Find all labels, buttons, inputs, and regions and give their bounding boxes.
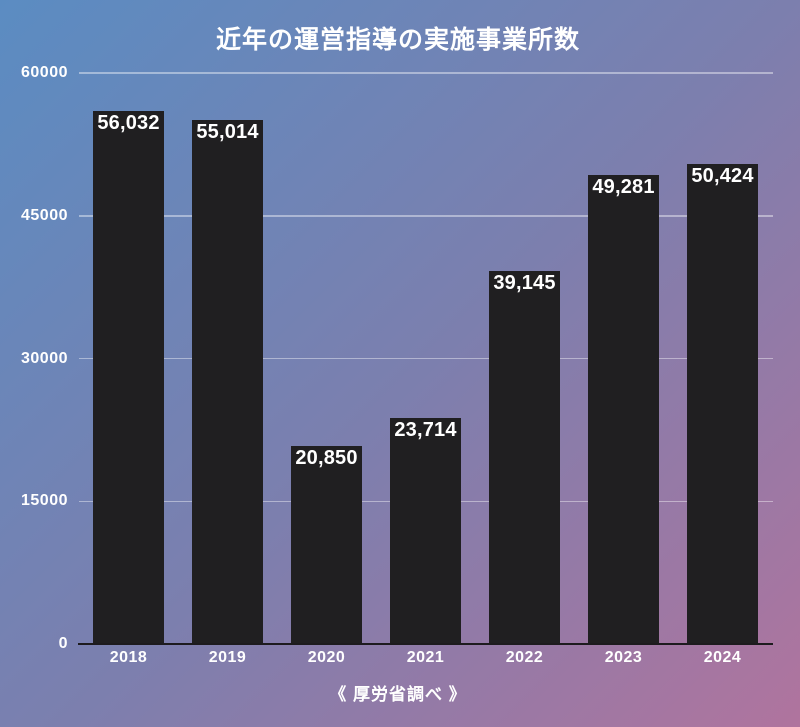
bar-2024: 50,424 bbox=[687, 164, 758, 644]
x-axis-label-2024: 2024 bbox=[703, 649, 742, 666]
bar-value-label-2024: 50,424 bbox=[691, 165, 754, 188]
y-axis-label-15000: 15000 bbox=[21, 492, 68, 510]
y-axis-label-60000: 60000 bbox=[21, 64, 68, 81]
y-axis-label-30000: 30000 bbox=[21, 349, 68, 367]
x-axis-label-2020: 2020 bbox=[307, 649, 346, 666]
bar-2018: 56,032 bbox=[93, 110, 164, 644]
x-axis-label-2023: 2023 bbox=[604, 649, 643, 666]
y-axis-label-45000: 45000 bbox=[21, 206, 68, 224]
source-caption: 《 厚労省調べ 》 bbox=[329, 685, 467, 704]
bar-2022: 39,145 bbox=[489, 271, 560, 644]
bar-2023: 49,281 bbox=[588, 175, 659, 644]
bar-2021: 23,714 bbox=[390, 418, 461, 644]
bar-value-label-2019: 55,014 bbox=[196, 121, 259, 144]
gridline-30000 bbox=[79, 357, 773, 360]
bar-value-label-2023: 49,281 bbox=[592, 176, 655, 198]
x-axis-label-2018: 2018 bbox=[109, 649, 148, 666]
bar-value-label-2020: 20,850 bbox=[295, 446, 358, 469]
x-axis-label-2019: 2019 bbox=[208, 649, 247, 666]
bar-value-label-2018: 56,032 bbox=[97, 111, 160, 134]
chart-title: 近年の運営指導の実施事業所数 bbox=[215, 26, 580, 54]
bar-2020: 20,850 bbox=[291, 445, 362, 644]
gridline-60000 bbox=[79, 72, 773, 74]
x-axis-label-2022: 2022 bbox=[505, 649, 544, 666]
bar-value-label-2021: 23,714 bbox=[394, 419, 457, 442]
bar-2019: 55,014 bbox=[192, 120, 263, 644]
bar-value-label-2022: 39,145 bbox=[493, 272, 556, 295]
x-axis-label-2021: 2021 bbox=[406, 649, 445, 666]
gridline-45000 bbox=[79, 215, 773, 217]
y-axis-label-0: 0 bbox=[58, 635, 68, 652]
x-axis-line bbox=[78, 642, 773, 645]
